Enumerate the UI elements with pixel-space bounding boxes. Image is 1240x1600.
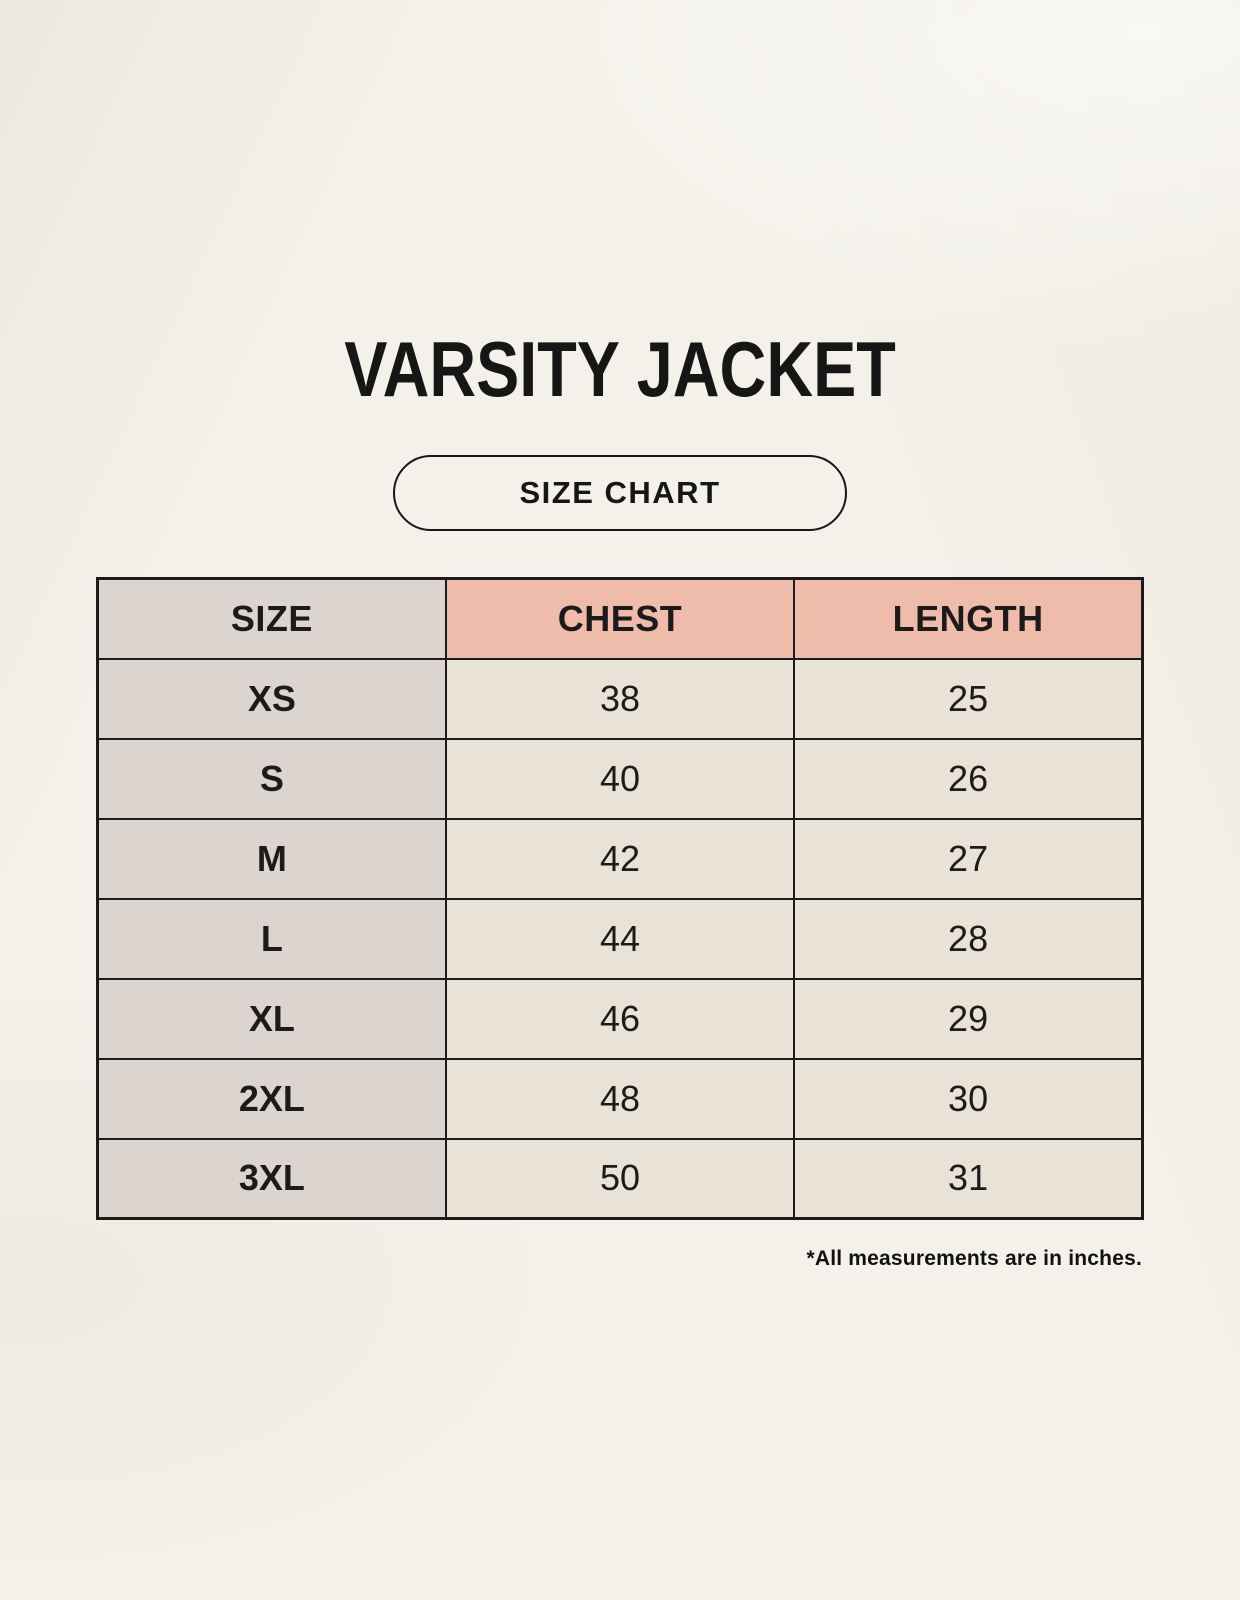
measurements-footnote: *All measurements are in inches. bbox=[806, 1247, 1142, 1270]
page-title: VARSITY JACKET bbox=[344, 325, 896, 413]
length-cell: 26 bbox=[793, 737, 1144, 820]
header-cell-size: SIZE bbox=[96, 577, 447, 660]
size-cell: 2XL bbox=[96, 1057, 447, 1140]
table-row: XL 46 29 bbox=[96, 977, 1144, 1060]
chest-cell: 42 bbox=[444, 817, 796, 900]
table-row: 2XL 48 30 bbox=[96, 1057, 1144, 1140]
chest-cell: 38 bbox=[444, 657, 796, 740]
table-row: L 44 28 bbox=[96, 897, 1144, 980]
size-cell: 3XL bbox=[96, 1137, 447, 1220]
chest-cell: 48 bbox=[444, 1057, 796, 1140]
header-cell-chest: CHEST bbox=[444, 577, 796, 660]
size-cell: XL bbox=[96, 977, 447, 1060]
table-row: S 40 26 bbox=[96, 737, 1144, 820]
size-chart-badge-label: SIZE CHART bbox=[519, 475, 721, 510]
chest-cell: 44 bbox=[444, 897, 796, 980]
size-cell: S bbox=[96, 737, 447, 820]
chest-cell: 40 bbox=[444, 737, 796, 820]
size-cell: XS bbox=[96, 657, 447, 740]
chest-cell: 50 bbox=[444, 1137, 796, 1220]
length-cell: 27 bbox=[793, 817, 1144, 900]
length-cell: 31 bbox=[793, 1137, 1144, 1220]
length-cell: 30 bbox=[793, 1057, 1144, 1140]
table-header-row: SIZE CHEST LENGTH bbox=[96, 577, 1144, 660]
header-cell-length: LENGTH bbox=[793, 577, 1144, 660]
length-cell: 25 bbox=[793, 657, 1144, 740]
table-row: M 42 27 bbox=[96, 817, 1144, 900]
length-cell: 28 bbox=[793, 897, 1144, 980]
size-table: SIZE CHEST LENGTH XS 38 25 S 40 26 M 42 … bbox=[96, 577, 1144, 1220]
table-row: 3XL 50 31 bbox=[96, 1137, 1144, 1220]
length-cell: 29 bbox=[793, 977, 1144, 1060]
chest-cell: 46 bbox=[444, 977, 796, 1060]
size-chart-badge: SIZE CHART bbox=[393, 455, 847, 531]
size-cell: M bbox=[96, 817, 447, 900]
size-cell: L bbox=[96, 897, 447, 980]
table-row: XS 38 25 bbox=[96, 657, 1144, 740]
